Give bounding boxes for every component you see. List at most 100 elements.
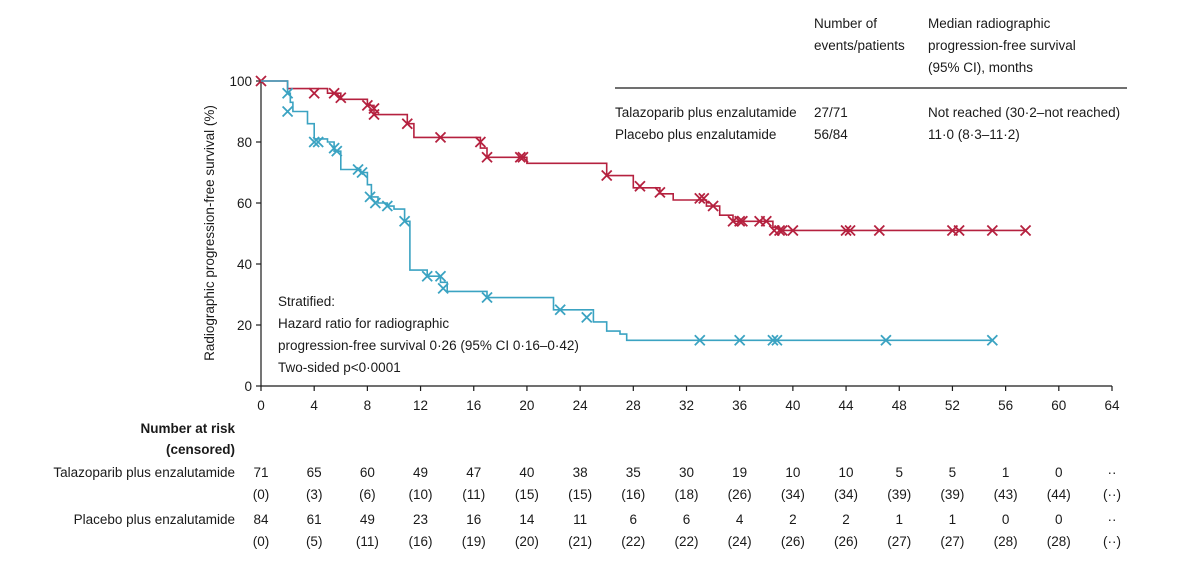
risk-censored-value: (18) bbox=[674, 487, 698, 502]
risk-cells: 71(0)65(3)60(6)49(10)47(11)40(15)38(15)3… bbox=[253, 465, 1121, 549]
risk-censored-value: (28) bbox=[1047, 534, 1071, 549]
risk-censored-value: (16) bbox=[621, 487, 645, 502]
risk-censored-value: (26) bbox=[834, 534, 858, 549]
risk-censored-value: (10) bbox=[409, 487, 433, 502]
annotation-line-2: Hazard ratio for radiographic bbox=[278, 316, 449, 331]
censor-mark-talazoparib bbox=[776, 224, 788, 237]
x-tick-label: 0 bbox=[257, 398, 265, 413]
censor-mark-talazoparib bbox=[707, 200, 719, 212]
legend-col-median-line1: Median radiographic bbox=[928, 16, 1051, 31]
risk-at-risk-value: 2 bbox=[842, 512, 850, 527]
risk-at-risk-value: 5 bbox=[895, 465, 903, 480]
censor-mark-talazoparib bbox=[986, 224, 998, 237]
censor-mark-talazoparib bbox=[736, 215, 748, 227]
x-tick-label: 12 bbox=[413, 398, 428, 413]
risk-at-risk-value: 0 bbox=[1002, 512, 1010, 527]
curve-talazoparib bbox=[261, 80, 1026, 232]
censor-mark-talazoparib bbox=[361, 99, 374, 112]
censor-mark-placebo bbox=[369, 197, 381, 209]
censor-mark-talazoparib bbox=[634, 180, 646, 192]
risk-censored-value: (22) bbox=[674, 534, 698, 549]
censor-mark-placebo bbox=[986, 334, 998, 346]
censor-mark-placebo bbox=[734, 334, 746, 346]
censor-mark-placebo bbox=[398, 215, 411, 227]
censor-mark-talazoparib bbox=[401, 118, 413, 130]
risk-at-risk-value: 84 bbox=[253, 512, 269, 527]
censor-mark-placebo bbox=[356, 166, 368, 179]
risk-censored-value: (26) bbox=[728, 487, 752, 502]
risk-at-risk-value: 1 bbox=[1002, 465, 1010, 480]
risk-at-risk-value: 6 bbox=[683, 512, 691, 527]
censor-mark-placebo bbox=[771, 334, 783, 346]
censor-mark-placebo bbox=[767, 334, 779, 346]
risk-censored-value: (0) bbox=[253, 534, 270, 549]
censor-mark-placebo bbox=[281, 87, 294, 99]
x-tick-label: 24 bbox=[573, 398, 589, 413]
risk-censored-value: (43) bbox=[994, 487, 1018, 502]
legend-row-placebo-median: 11·0 (8·3–11·2) bbox=[928, 127, 1020, 142]
censor-mark-talazoparib bbox=[873, 224, 885, 237]
risk-at-risk-value: 14 bbox=[519, 512, 535, 527]
risk-censored-value: (11) bbox=[356, 534, 379, 549]
risk-censored-value: (20) bbox=[515, 534, 539, 549]
risk-at-risk-value: 4 bbox=[736, 512, 744, 527]
annotation-line-1: Stratified: bbox=[278, 294, 335, 309]
x-tick-label: 20 bbox=[519, 398, 534, 413]
legend-table: Number of events/patients Median radiogr… bbox=[615, 16, 1127, 142]
risk-row-talazoparib-label: Talazoparib plus enzalutamide bbox=[53, 465, 235, 480]
censor-mark-talazoparib bbox=[734, 215, 746, 227]
legend-col-events-line1: Number of bbox=[814, 16, 877, 31]
legend-row-talazoparib-label: Talazoparib plus enzalutamide bbox=[615, 105, 797, 120]
y-axis-label: Radiographic progression-free survival (… bbox=[202, 105, 217, 361]
risk-at-risk-value: 49 bbox=[360, 512, 375, 527]
risk-at-risk-value: 40 bbox=[519, 465, 534, 480]
risk-table: Number at risk (censored) Talazoparib pl… bbox=[53, 421, 1121, 549]
risk-at-risk-value: 5 bbox=[949, 465, 957, 480]
risk-censored-value: (28) bbox=[994, 534, 1018, 549]
risk-header-line2: (censored) bbox=[166, 442, 235, 457]
censor-mark-placebo bbox=[694, 334, 706, 346]
y-tick-label: 80 bbox=[237, 135, 252, 150]
censor-mark-placebo bbox=[381, 200, 393, 212]
legend-col-median-line2: progression-free survival bbox=[928, 38, 1076, 53]
hazard-annotation: Stratified: Hazard ratio for radiographi… bbox=[278, 294, 579, 375]
risk-censored-value: (··) bbox=[1103, 534, 1121, 549]
censor-mark-talazoparib bbox=[335, 92, 347, 104]
risk-censored-value: (5) bbox=[306, 534, 323, 549]
x-tick-label: 36 bbox=[732, 398, 747, 413]
risk-censored-value: (15) bbox=[515, 487, 539, 502]
risk-censored-value: (6) bbox=[359, 487, 376, 502]
y-tick-label: 20 bbox=[237, 318, 252, 333]
risk-at-risk-value: 23 bbox=[413, 512, 428, 527]
legend-row-placebo-label: Placebo plus enzalutamide bbox=[615, 127, 776, 142]
censor-mark-talazoparib bbox=[517, 151, 529, 163]
censor-mark-talazoparib bbox=[844, 224, 856, 237]
risk-at-risk-value: 6 bbox=[630, 512, 638, 527]
risk-at-risk-value: 30 bbox=[679, 465, 694, 480]
risk-censored-value: (··) bbox=[1103, 487, 1121, 502]
censor-mark-talazoparib bbox=[328, 87, 340, 99]
risk-censored-value: (3) bbox=[306, 487, 323, 502]
censor-mark-placebo bbox=[437, 282, 449, 295]
annotation-line-4: Two-sided p<0·0001 bbox=[278, 360, 401, 375]
risk-at-risk-value: 11 bbox=[573, 512, 587, 527]
risk-at-risk-value: 71 bbox=[253, 465, 268, 480]
risk-censored-value: (34) bbox=[834, 487, 858, 502]
legend-row-placebo-events: 56/84 bbox=[814, 127, 848, 142]
x-tick-label: 56 bbox=[998, 398, 1013, 413]
risk-at-risk-value: 35 bbox=[626, 465, 641, 480]
censor-mark-talazoparib bbox=[694, 192, 706, 205]
censor-mark-placebo bbox=[434, 270, 447, 282]
risk-censored-value: (39) bbox=[887, 487, 911, 502]
censor-mark-talazoparib bbox=[1019, 224, 1032, 237]
x-tick-label: 60 bbox=[1051, 398, 1066, 413]
x-ticks: 0 4 8 12 16 20 24 28 32 36 40 44 48 52 56 60 64 bbox=[257, 386, 1120, 413]
censor-mark-talazoparib bbox=[308, 87, 320, 99]
risk-at-risk-value: ·· bbox=[1108, 465, 1117, 480]
risk-censored-value: (39) bbox=[940, 487, 964, 502]
censor-mark-talazoparib bbox=[760, 215, 772, 227]
risk-at-risk-value: 1 bbox=[949, 512, 957, 527]
risk-censored-value: (26) bbox=[781, 534, 805, 549]
y-ticks: 0 20 40 60 80 100 bbox=[229, 74, 261, 394]
risk-at-risk-value: 2 bbox=[789, 512, 797, 527]
